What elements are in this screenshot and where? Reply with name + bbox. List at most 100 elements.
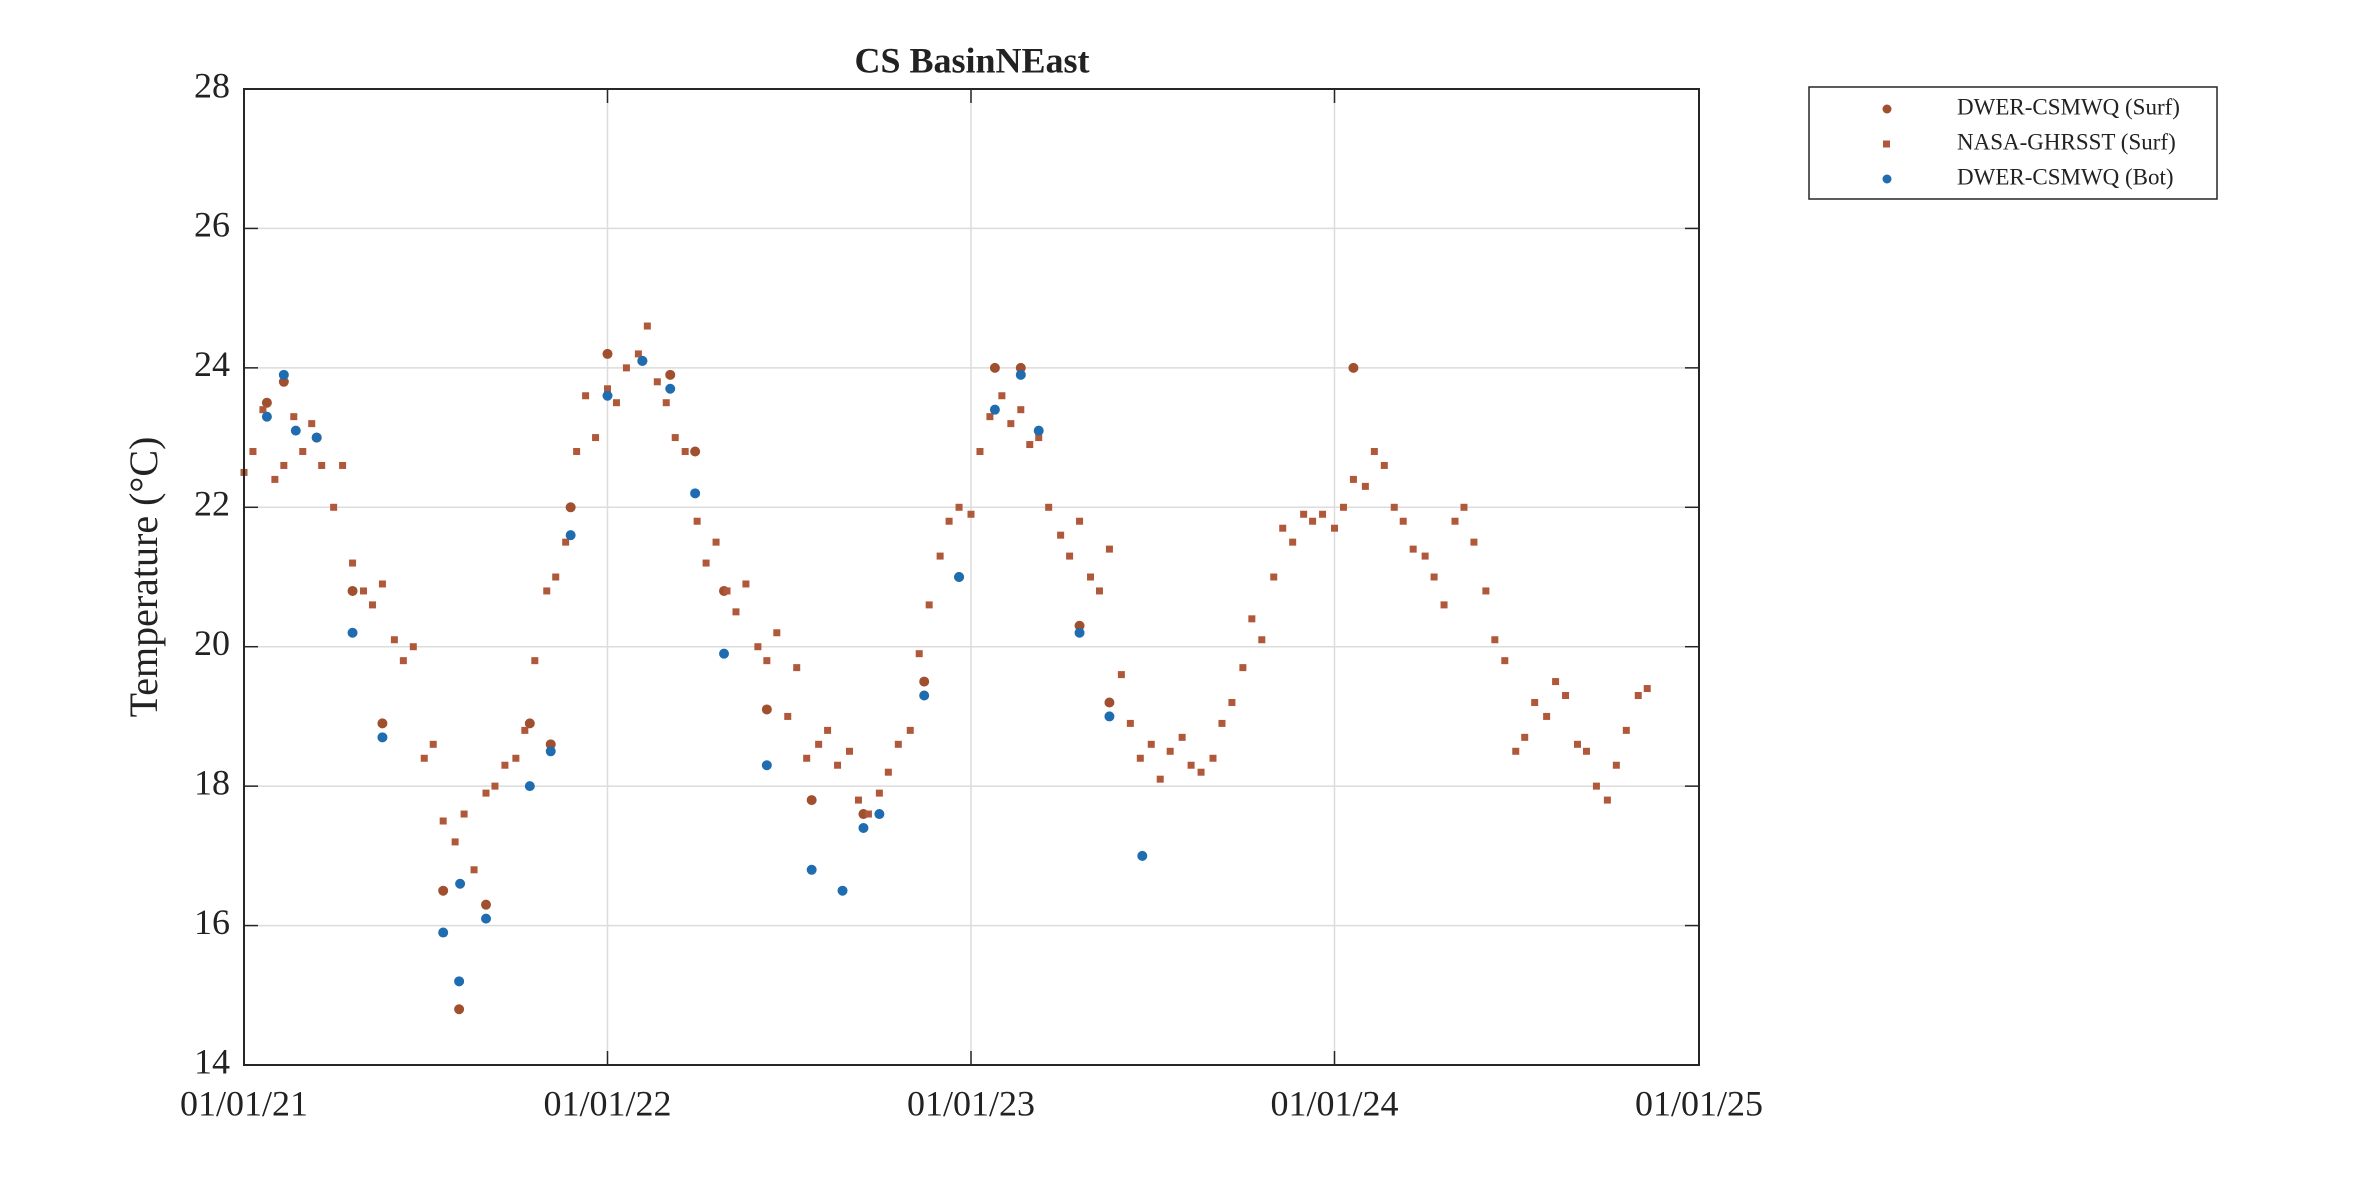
data-point — [582, 392, 590, 400]
data-point — [1258, 636, 1266, 644]
data-point — [271, 475, 279, 483]
data-point — [1045, 503, 1053, 511]
data-point — [1552, 678, 1560, 686]
data-point — [308, 420, 316, 428]
data-point — [1482, 587, 1490, 595]
data-point — [1562, 692, 1570, 700]
data-point — [864, 810, 872, 818]
data-point — [806, 795, 817, 806]
data-point — [311, 432, 322, 443]
data-point — [347, 627, 358, 638]
data-point — [1331, 524, 1339, 532]
data-point — [989, 404, 1000, 415]
data-point — [1470, 538, 1478, 546]
data-point — [662, 399, 670, 407]
data-point — [1218, 719, 1226, 727]
data-point — [552, 573, 560, 581]
data-point — [377, 718, 388, 729]
legend-label: DWER-CSMWQ (Bot) — [1957, 164, 2174, 189]
data-point — [1531, 698, 1539, 706]
data-point — [280, 461, 288, 469]
data-point — [681, 448, 689, 456]
data-point — [261, 397, 272, 408]
data-point — [643, 322, 651, 330]
data-point — [936, 552, 944, 560]
data-point — [1066, 552, 1074, 560]
data-point — [1430, 573, 1438, 581]
legend-box — [1808, 86, 2218, 200]
data-point — [915, 650, 923, 658]
data-point — [1095, 587, 1103, 595]
data-point — [1033, 425, 1044, 436]
data-point — [454, 976, 465, 987]
data-point — [919, 676, 930, 687]
data-point — [1015, 369, 1026, 380]
data-point — [460, 810, 468, 818]
data-point — [438, 927, 449, 938]
data-point — [1279, 524, 1287, 532]
data-point — [290, 425, 301, 436]
data-point — [1209, 754, 1217, 762]
data-point — [524, 781, 535, 792]
y-tick-label: 20 — [194, 623, 230, 663]
data-point — [702, 559, 710, 567]
data-point — [299, 448, 307, 456]
data-point — [723, 587, 731, 595]
data-point — [1248, 615, 1256, 623]
data-point — [1440, 601, 1448, 609]
data-point — [1126, 719, 1134, 727]
data-point — [481, 899, 492, 910]
data-point — [565, 502, 576, 513]
data-point — [874, 809, 885, 820]
data-point — [763, 657, 771, 665]
data-point — [339, 461, 347, 469]
legend-marker — [1883, 140, 1890, 148]
data-point — [602, 390, 613, 401]
data-point — [967, 510, 975, 518]
data-point — [1491, 636, 1499, 644]
data-point — [925, 601, 933, 609]
data-point — [482, 789, 490, 797]
data-point — [761, 760, 772, 771]
data-point — [1603, 796, 1611, 804]
data-point — [565, 530, 576, 541]
data-point — [1409, 545, 1417, 553]
data-point — [524, 718, 535, 729]
data-point — [1017, 406, 1025, 414]
data-point — [1592, 782, 1600, 790]
x-tick-label: 01/01/21 — [180, 1083, 308, 1123]
data-point — [249, 448, 257, 456]
data-point — [278, 369, 289, 380]
data-point — [784, 712, 792, 720]
data-point — [501, 761, 509, 769]
legend-marker — [1882, 174, 1892, 184]
data-point — [360, 587, 368, 595]
data-point — [803, 754, 811, 762]
data-point — [761, 704, 772, 715]
data-point — [1105, 545, 1113, 553]
data-point — [834, 761, 842, 769]
data-point — [653, 378, 661, 386]
data-point — [1104, 697, 1115, 708]
data-point — [690, 488, 701, 499]
chart-title: CS BasinNEast — [854, 40, 1089, 80]
data-point — [545, 746, 556, 757]
data-point — [562, 538, 570, 546]
data-point — [1289, 538, 1297, 546]
data-point — [1348, 362, 1359, 373]
data-point — [634, 350, 642, 358]
data-point — [1380, 461, 1388, 469]
data-point — [429, 740, 437, 748]
data-point — [1074, 627, 1085, 638]
data-point — [455, 878, 466, 889]
data-point — [875, 789, 883, 797]
x-tick-label: 01/01/25 — [1635, 1083, 1763, 1123]
data-point — [1612, 761, 1620, 769]
data-point — [955, 503, 963, 511]
data-point — [491, 782, 499, 790]
data-point — [1007, 420, 1015, 428]
data-point — [481, 913, 492, 924]
data-point — [622, 364, 630, 372]
data-point — [1370, 448, 1378, 456]
data-point — [1147, 740, 1155, 748]
